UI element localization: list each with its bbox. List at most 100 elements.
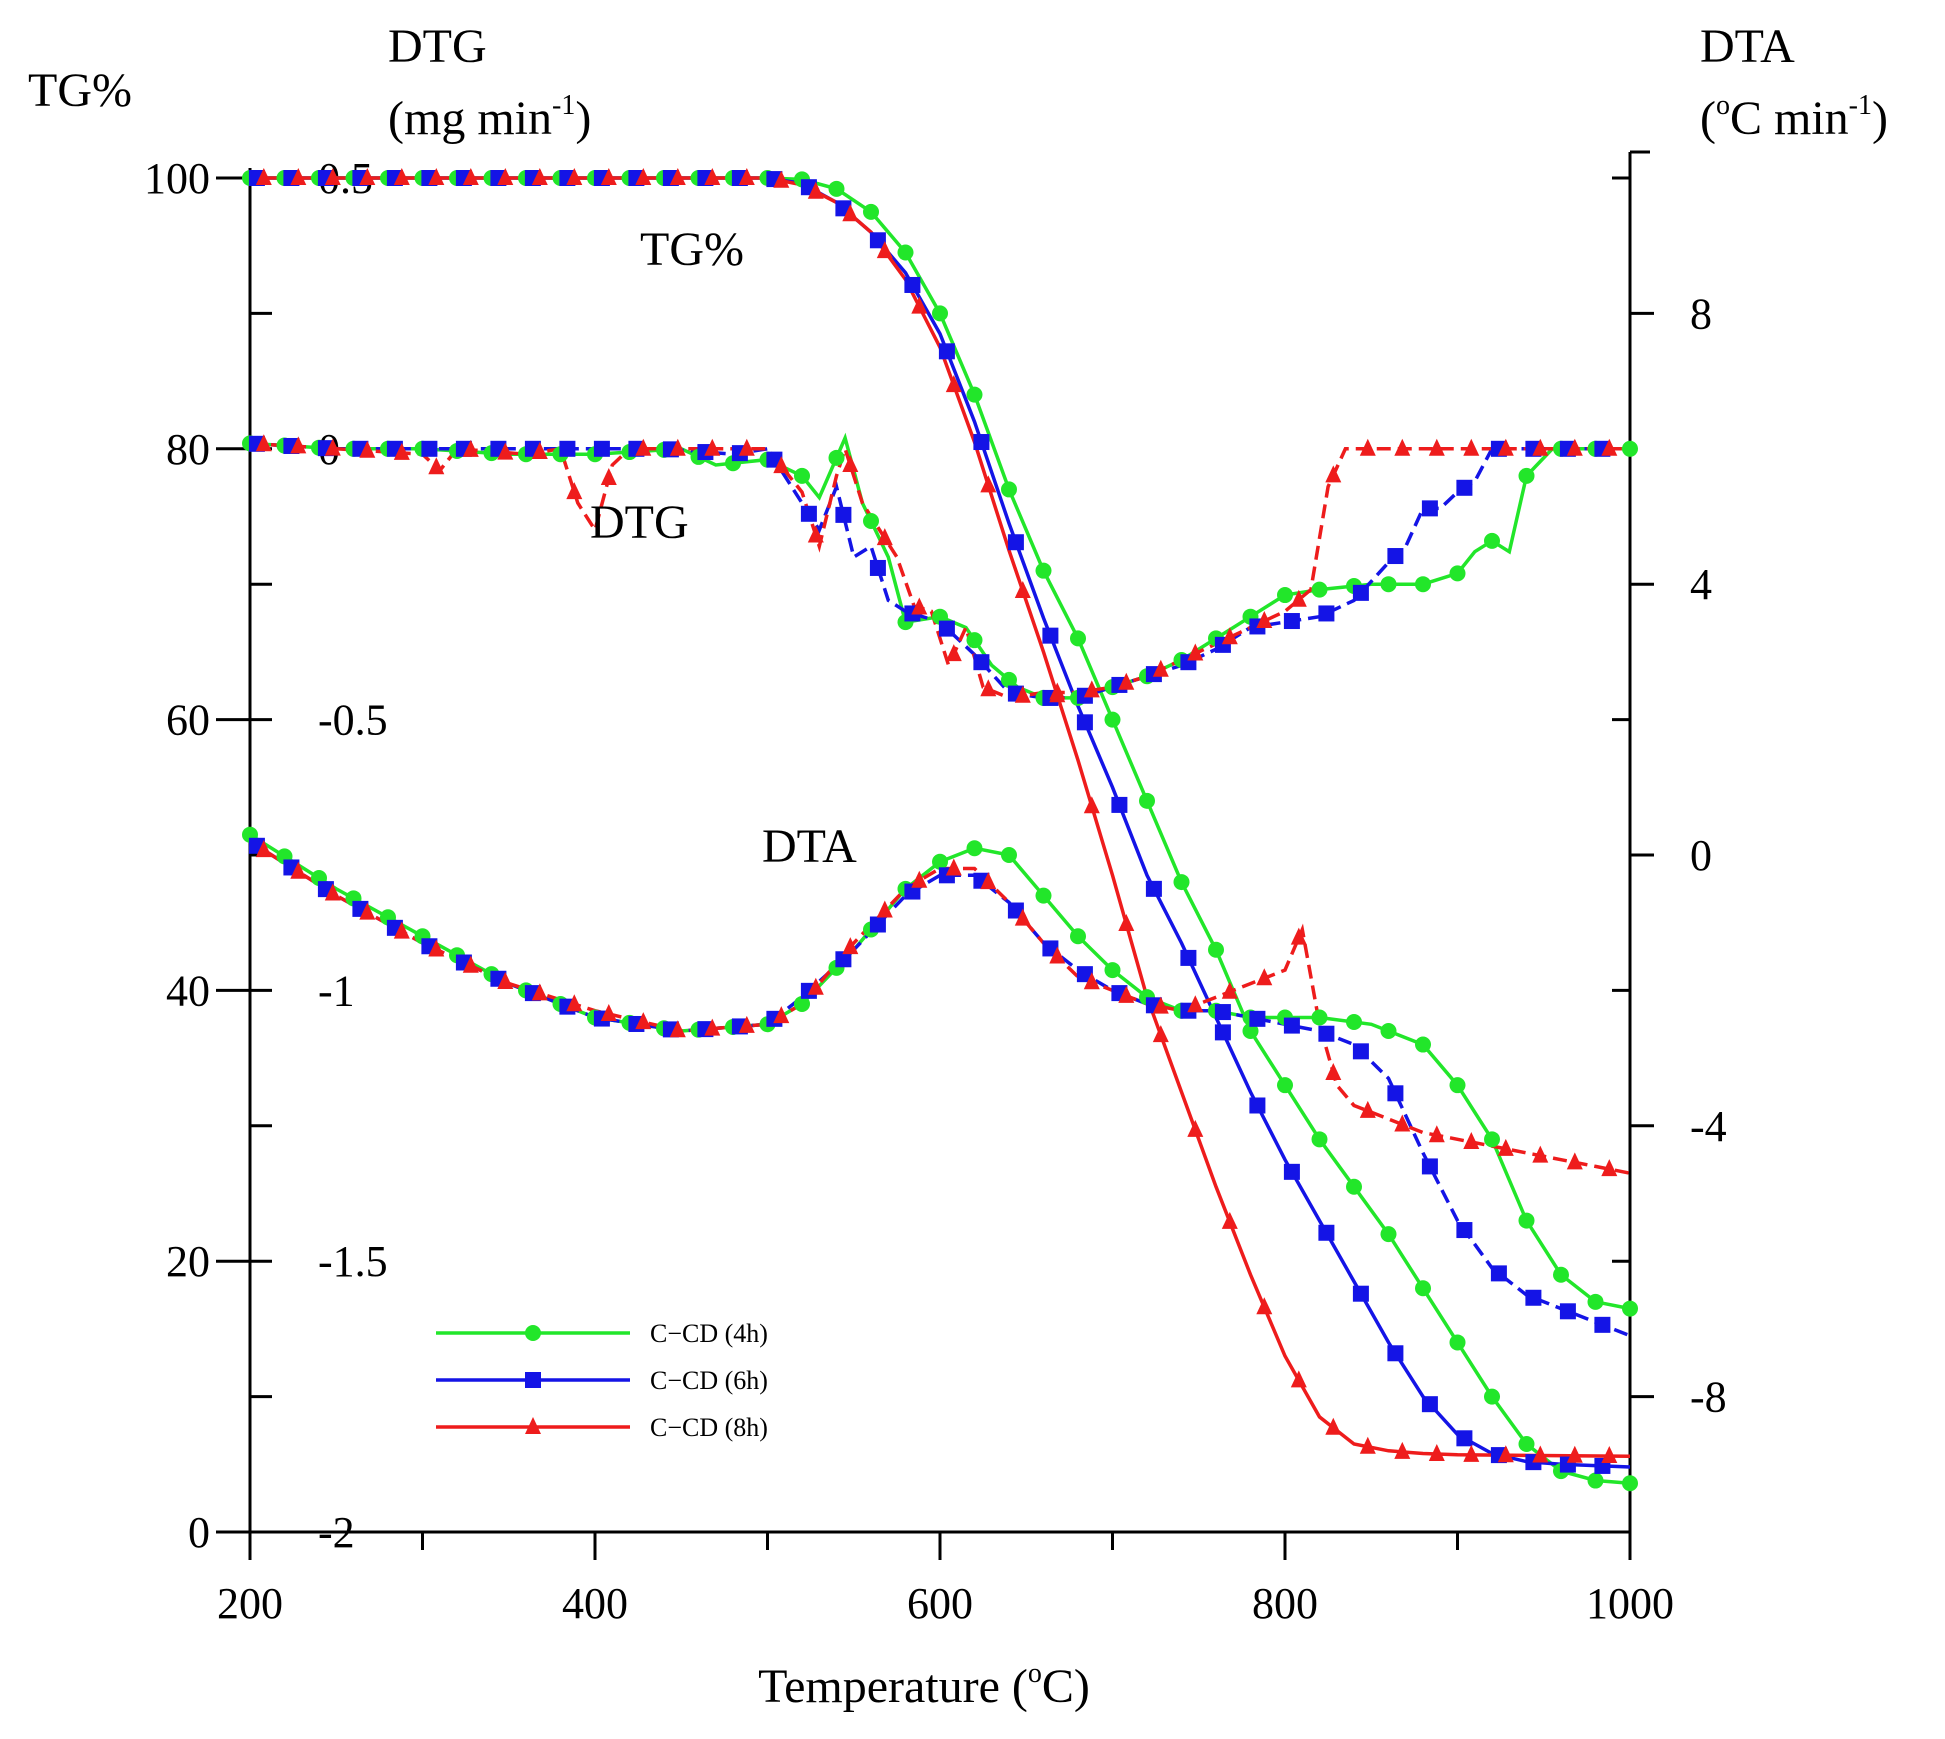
dtg-marker-circle [1380, 576, 1397, 593]
dtg-marker-triangle [1049, 682, 1066, 700]
tg-tick-label: 80 [166, 425, 210, 474]
dta-tick-label: -4 [1690, 1102, 1727, 1151]
legend: C−CD (4h) C−CD (6h) C−CD (8h) [436, 1319, 768, 1442]
tg-marker-circle [1139, 792, 1155, 809]
tg-marker-circle [1070, 630, 1086, 647]
tg-marker-circle [1035, 562, 1052, 579]
dtg-marker-triangle [980, 679, 997, 697]
dta-tick-label: 0 [1690, 831, 1712, 880]
tg-marker-triangle [359, 168, 376, 185]
legend-label: C−CD (6h) [650, 1366, 768, 1395]
dta-marker-triangle [635, 1012, 652, 1030]
tg-marker-square [1318, 1224, 1335, 1241]
dta-marker-circle [1587, 1293, 1604, 1310]
legend-label: C−CD (4h) [650, 1319, 768, 1348]
dta-marker-circle [1518, 1212, 1535, 1229]
dta-marker-circle [1622, 1300, 1638, 1317]
dtg-marker-triangle [1083, 680, 1100, 698]
dta-marker-triangle [842, 937, 859, 955]
dtg-marker-square [1387, 548, 1404, 565]
dtg-curve-label: DTG [590, 496, 689, 549]
tg-tick-label: 40 [166, 966, 210, 1015]
dta-marker-triangle [980, 872, 997, 890]
dtg-marker-square [1283, 613, 1300, 630]
tg-tick-label: 100 [144, 154, 210, 203]
dta-marker-square [1042, 940, 1059, 957]
dtg-marker-square [421, 440, 438, 457]
legend-label: C−CD (8h) [650, 1413, 768, 1442]
dtg-marker-triangle [1014, 685, 1031, 703]
dtg-marker-circle [1622, 440, 1638, 457]
tg-marker-triangle [876, 241, 893, 259]
dtg-marker-triangle [255, 434, 272, 452]
tg-marker-circle [1242, 1023, 1259, 1040]
dtg-marker-circle [1001, 671, 1017, 688]
tg-marker-triangle [1187, 1119, 1204, 1137]
dtg-marker-triangle [566, 482, 583, 500]
dtg-marker-triangle [1290, 589, 1307, 607]
dtg-marker-circle [1484, 532, 1500, 549]
tg-marker-square [1007, 534, 1024, 551]
dta-marker-square [1214, 1004, 1231, 1021]
dtg-marker-triangle [324, 438, 341, 456]
tg-marker-circle [1415, 1280, 1431, 1297]
tg-marker-triangle [1014, 580, 1031, 598]
dta-marker-triangle [290, 861, 307, 879]
dta-tick-label: -8 [1690, 1373, 1727, 1422]
axes-group: 200 400 600 800 1000020406080100-2-1.5-1-0.5… [144, 150, 1727, 1628]
tg-marker-triangle [773, 170, 790, 188]
tg-marker-triangle [1083, 796, 1100, 814]
tg-marker-circle [1622, 1475, 1638, 1492]
dtg-marker-triangle [1601, 438, 1618, 456]
dta-marker-square [1076, 966, 1093, 983]
tg-marker-circle [1518, 1435, 1535, 1452]
tg-marker-square [1456, 1430, 1473, 1447]
dta-marker-circle [1415, 1036, 1431, 1053]
dta-marker-square [1525, 1289, 1542, 1306]
tg-marker-circle [1208, 941, 1224, 958]
dta-marker-triangle [1256, 968, 1273, 986]
tg-marker-square [938, 343, 955, 360]
tg-marker-circle [1346, 1178, 1362, 1195]
dta-curve-label: DTA [762, 820, 857, 873]
dtg-marker-circle [863, 513, 879, 530]
dtg-marker-triangle [1463, 438, 1480, 456]
dta-marker-square [1456, 1222, 1473, 1239]
tg-curve-label: TG% [640, 223, 744, 276]
dtg-marker-triangle [1325, 465, 1342, 483]
dta-axis-title: DTA [1700, 20, 1795, 73]
dta-marker-triangle [393, 921, 410, 939]
tg-marker-triangle [1359, 1436, 1376, 1454]
x-axis-title: Temperature (oC) [758, 1658, 1090, 1713]
tg-marker-circle [1104, 711, 1121, 728]
dtg-line-square [249, 441, 1630, 700]
tg-marker-triangle [635, 168, 652, 185]
dta-marker-square [1283, 1017, 1300, 1034]
dta-tick-label: 8 [1690, 289, 1712, 338]
tg-marker-circle [1001, 481, 1017, 498]
dta-marker-triangle [1049, 946, 1066, 964]
tg-marker-triangle [1152, 1025, 1169, 1043]
tg-marker-triangle [1497, 1445, 1514, 1463]
tg-marker-circle [897, 244, 914, 261]
dta-line-circle [249, 833, 1631, 1311]
dtg-marker-circle [828, 449, 845, 466]
x-tick-label: 400 [562, 1579, 628, 1628]
dta-marker-circle [1346, 1013, 1362, 1030]
dta-axis-unit: (oC min-1) [1700, 90, 1888, 145]
dta-marker-square [1007, 902, 1024, 919]
dtg-marker-triangle [1221, 627, 1238, 645]
tg-marker-circle [828, 180, 845, 197]
dtg-marker-triangle [359, 440, 376, 458]
dta-marker-triangle [1325, 1062, 1342, 1080]
dta-marker-circle [794, 995, 810, 1012]
dtg-marker-triangle [1532, 438, 1549, 456]
dtg-marker-triangle [1187, 643, 1204, 661]
dta-marker-triangle [1566, 1152, 1583, 1170]
dta-marker-triangle [1290, 927, 1307, 945]
tg-marker-circle [1173, 874, 1190, 891]
dtg-marker-circle [1518, 467, 1535, 484]
tg-marker-triangle [1566, 1445, 1583, 1463]
x-tick-label: 200 [217, 1579, 283, 1628]
